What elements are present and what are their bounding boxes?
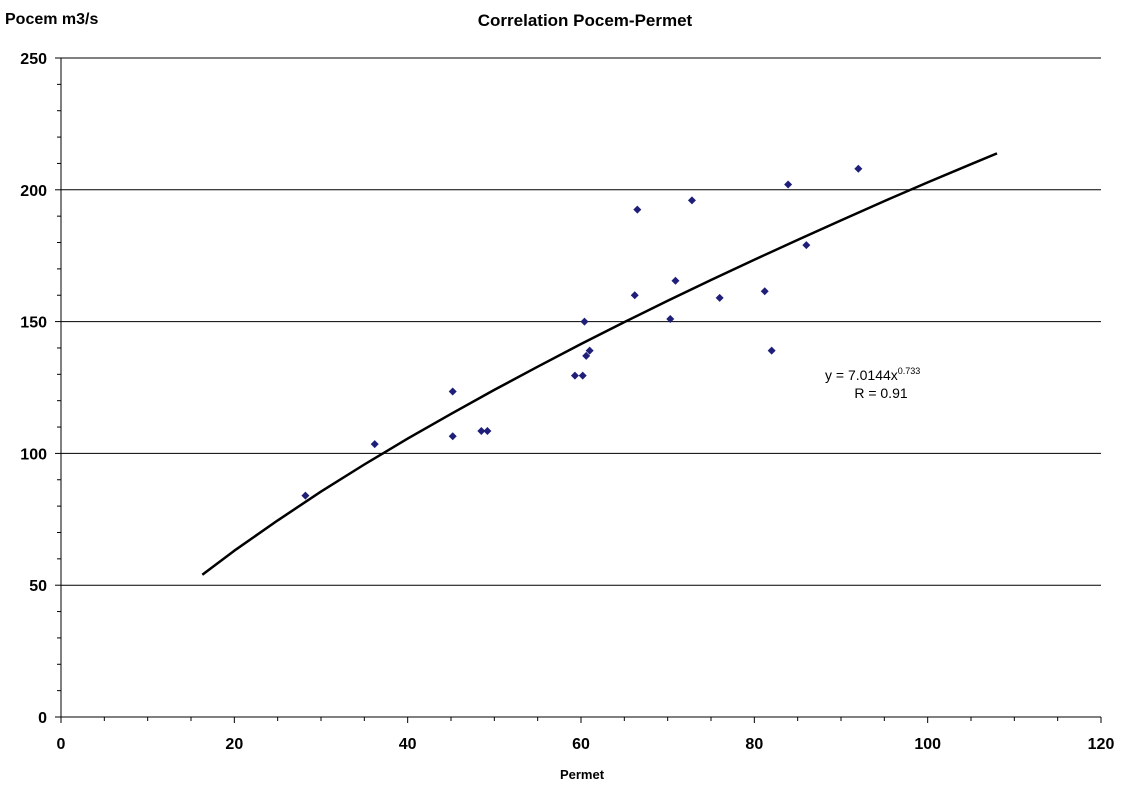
trendline-path (201, 152, 998, 576)
trend-equation: y = 7.0144x0.733 (825, 366, 920, 383)
data-point (448, 432, 457, 441)
data-point (760, 287, 769, 296)
x-tick-label: 0 (57, 736, 66, 753)
data-point (580, 317, 589, 326)
data-point (767, 346, 776, 355)
data-point (477, 426, 486, 435)
y-axis-title: Pocem m3/s (5, 11, 98, 28)
data-point (715, 293, 724, 302)
data-point (370, 440, 379, 449)
x-tick-label: 60 (572, 736, 590, 753)
data-point (854, 164, 863, 173)
data-point (301, 491, 310, 500)
chart-title: Correlation Pocem-Permet (478, 11, 693, 30)
y-tick-label: 50 (29, 578, 47, 595)
y-tick-label: 150 (20, 315, 47, 332)
x-tick-label: 120 (1088, 736, 1115, 753)
data-point (784, 180, 793, 189)
data-point (570, 371, 579, 380)
x-tick-labels: 0 20 40 60 80 100 120 (57, 736, 1115, 753)
y-tick-label: 0 (38, 710, 47, 727)
data-point (687, 196, 696, 205)
y-tick-label: 250 (20, 51, 47, 68)
data-point (671, 276, 680, 285)
trend-equation-exponent: 0.733 (898, 366, 921, 376)
data-point (483, 426, 492, 435)
data-point (666, 314, 675, 323)
data-point (802, 241, 811, 250)
y-tick-labels: 0 50 100 150 200 250 (20, 51, 47, 727)
data-point (578, 371, 587, 380)
x-tick-label: 20 (225, 736, 243, 753)
x-tick-label: 40 (399, 736, 417, 753)
data-points (301, 164, 863, 500)
x-axis-title: Permet (560, 767, 605, 782)
trendline (201, 152, 998, 576)
data-point (582, 351, 591, 360)
r-value-label: R = 0.91 (854, 385, 908, 401)
axes (55, 57, 1102, 723)
data-point (630, 291, 639, 300)
data-point (448, 387, 457, 396)
y-tick-label: 100 (20, 446, 47, 463)
data-point (633, 205, 642, 214)
y-tick-label: 200 (20, 183, 47, 200)
data-point (585, 346, 594, 355)
trend-equation-base: y = 7.0144x (825, 367, 898, 383)
x-tick-label: 80 (745, 736, 763, 753)
x-tick-label: 100 (914, 736, 941, 753)
